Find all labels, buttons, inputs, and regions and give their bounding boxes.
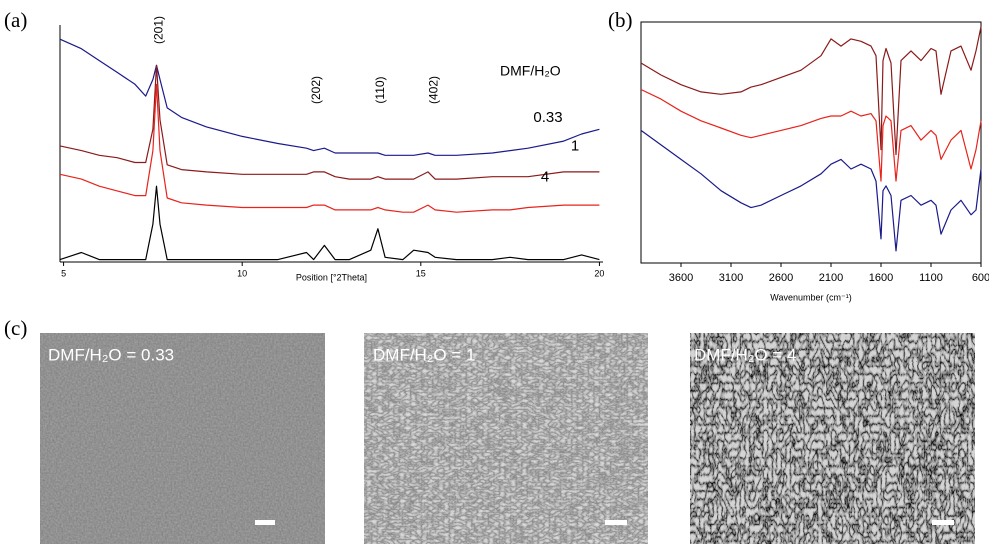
x-tick-label: 3100 xyxy=(719,272,743,284)
image-label: DMF/H₂O = 4 xyxy=(694,345,796,364)
image-label: DMF/H₂O = 0.33 xyxy=(48,345,174,364)
peak-label: (402) xyxy=(427,76,441,104)
x-axis-label: Position [°2Theta] xyxy=(296,272,367,282)
data-line xyxy=(640,129,982,252)
x-tick-label: 20 xyxy=(594,268,604,278)
x-tick-label: 10 xyxy=(237,268,247,278)
x-tick-label: 3600 xyxy=(669,272,693,284)
series-label: 0.33 xyxy=(533,109,562,126)
series-label: 1 xyxy=(571,138,579,155)
x-tick-label: 5 xyxy=(61,268,66,278)
x-tick-label: 1100 xyxy=(919,272,943,284)
x-tick-label: 2600 xyxy=(769,272,793,284)
legend-title: DMF/H₂O xyxy=(500,63,561,79)
x-tick-label: 2100 xyxy=(819,272,843,284)
data-line xyxy=(640,88,982,182)
data-line xyxy=(59,185,600,261)
series-label: 4 xyxy=(541,168,549,185)
data-line xyxy=(59,38,600,156)
sem-image: DMF/H₂O = 0.33 xyxy=(40,333,325,544)
image-label: DMF/H₂O = 1 xyxy=(373,345,475,364)
x-tick-label: 600 xyxy=(972,272,989,284)
peak-label: (110) xyxy=(373,76,387,103)
panel-label: (a) xyxy=(4,8,27,32)
peak-label: (202) xyxy=(309,76,323,104)
data-line xyxy=(59,64,600,180)
panel-label: (b) xyxy=(608,8,633,32)
sem-image: DMF/H₂O = 1 xyxy=(364,333,648,544)
data-line xyxy=(640,26,982,156)
panel-label: (c) xyxy=(4,316,27,340)
plot-frame xyxy=(640,21,982,264)
data-line xyxy=(59,83,600,213)
x-tick-label: 1600 xyxy=(869,272,893,284)
sem-image: DMF/H₂O = 4 xyxy=(690,333,975,544)
x-tick-label: 15 xyxy=(416,268,426,278)
peak-label: (201) xyxy=(152,16,166,44)
x-axis-label: Wavenumber (cm⁻¹) xyxy=(770,292,851,302)
